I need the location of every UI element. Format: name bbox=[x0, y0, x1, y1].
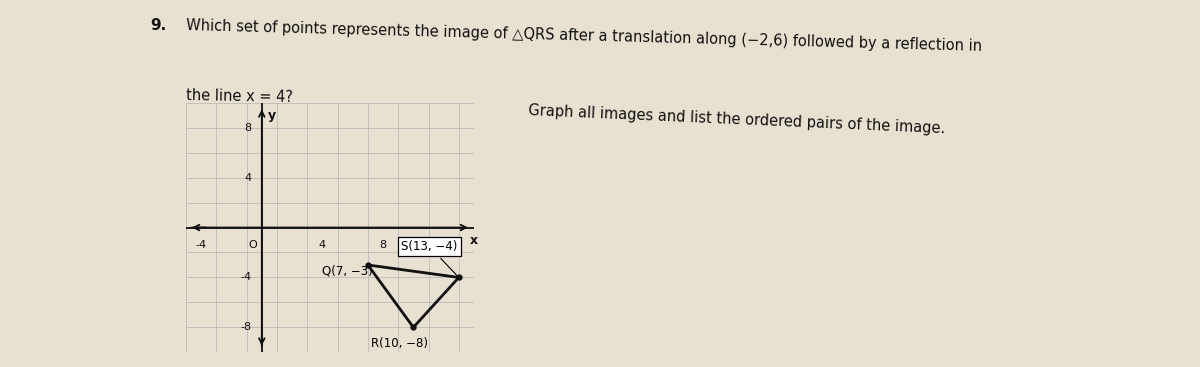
Text: y: y bbox=[268, 109, 276, 122]
Text: -4: -4 bbox=[240, 272, 251, 283]
Text: the line x = 4?: the line x = 4? bbox=[186, 88, 293, 105]
Text: -8: -8 bbox=[240, 322, 251, 333]
Text: -4: -4 bbox=[196, 240, 206, 250]
Text: x: x bbox=[469, 234, 478, 247]
Text: 4: 4 bbox=[244, 172, 251, 183]
Text: 8: 8 bbox=[379, 240, 386, 250]
Text: 12: 12 bbox=[437, 240, 451, 250]
Text: 8: 8 bbox=[244, 123, 251, 133]
Text: O: O bbox=[248, 240, 257, 250]
Text: R(10, −8): R(10, −8) bbox=[371, 337, 428, 350]
Text: Graph all images and list the ordered pairs of the image.: Graph all images and list the ordered pa… bbox=[528, 103, 946, 136]
Text: S(13, −4): S(13, −4) bbox=[401, 240, 457, 276]
Text: 9.: 9. bbox=[150, 18, 167, 33]
Text: Q(7, −3): Q(7, −3) bbox=[323, 265, 373, 278]
Text: 4: 4 bbox=[319, 240, 326, 250]
Text: Which set of points represents the image of △QRS after a translation along (−2,6: Which set of points represents the image… bbox=[186, 18, 983, 54]
